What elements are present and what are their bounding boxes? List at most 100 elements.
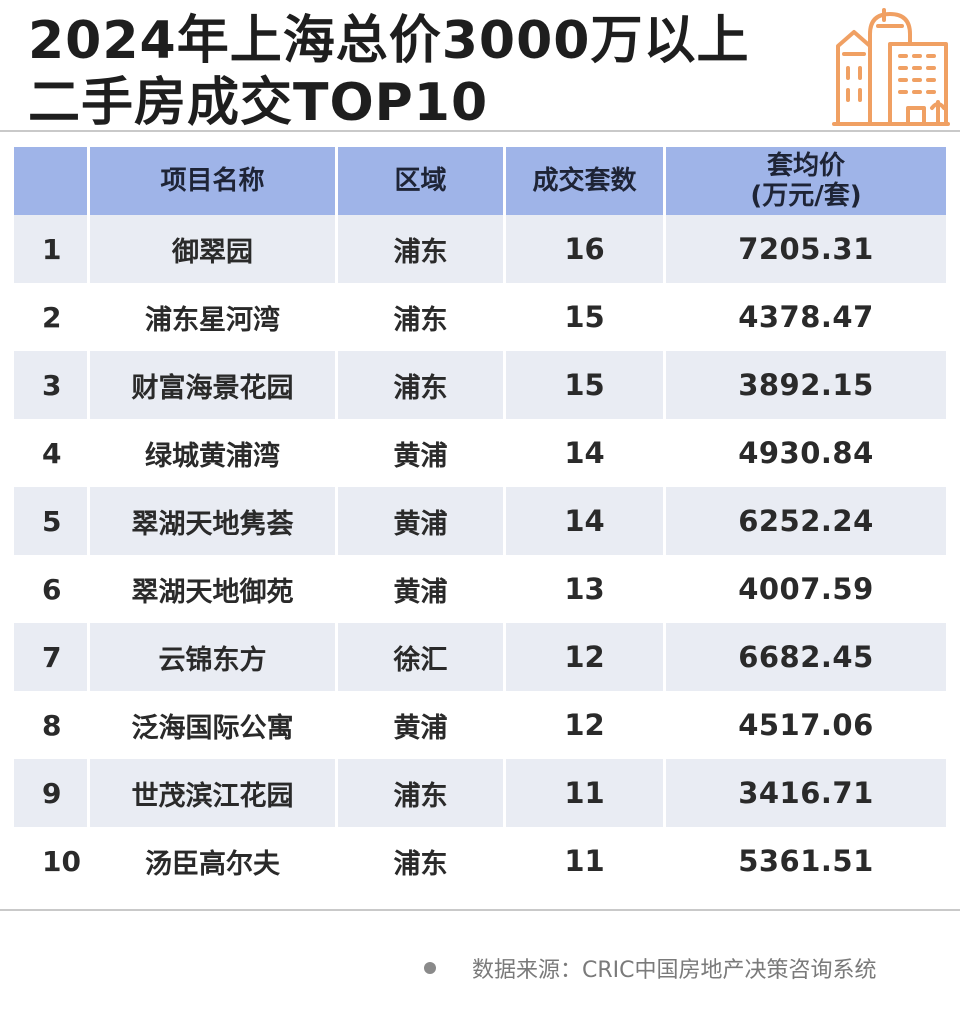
cell-project-name: 财富海景花园 [90,351,338,419]
deal-count-value: 12 [564,640,605,674]
cell-avg-price: 3892.15 [666,351,946,419]
cell-deal-count: 12 [506,623,666,691]
cell-district: 黄浦 [338,691,506,759]
district-value: 浦东 [393,304,448,336]
cell-deal-count: 13 [506,555,666,623]
data-source-text: 数据来源：CRIC中国房地产决策咨询系统 [472,958,877,983]
deal-count-value: 11 [564,776,605,810]
cell-avg-price: 4930.84 [666,419,946,487]
cell-district: 浦东 [338,283,506,351]
cell-project-name: 绿城黄浦湾 [90,419,338,487]
cell-deal-count: 14 [506,419,666,487]
ranking-table: 项目名称 区域 成交套数 套均价 (万元/套) 1 御翠园 浦东 16 7205.31 2… [14,147,946,895]
rank-value: 6 [42,572,62,606]
avg-price-value: 4378.47 [738,300,874,334]
cell-project-name: 翠湖天地隽荟 [90,487,338,555]
cell-project-name: 御翠园 [90,215,338,283]
cell-avg-price: 7205.31 [666,215,946,283]
table-row: 9 世茂滨江花园 浦东 11 3416.71 [14,759,946,827]
cell-rank: 3 [14,351,90,419]
deal-count-value: 14 [564,504,605,538]
table-header: 项目名称 区域 成交套数 套均价 (万元/套) [14,147,946,215]
header-deal-count: 成交套数 [506,147,666,215]
rank-value: 7 [42,640,62,674]
project-name-value: 财富海景花园 [131,372,294,404]
table-row: 6 翠湖天地御苑 黄浦 13 4007.59 [14,555,946,623]
avg-price-value: 3892.15 [738,368,874,402]
cell-rank: 2 [14,283,90,351]
deal-count-value: 16 [564,232,605,266]
cell-district: 浦东 [338,759,506,827]
cell-deal-count: 12 [506,691,666,759]
cell-avg-price: 5361.51 [666,827,946,895]
deal-count-value: 15 [564,368,605,402]
cell-project-name: 泛海国际公寓 [90,691,338,759]
bullet-dot-icon [424,962,436,974]
project-name-value: 泛海国际公寓 [131,712,294,744]
table-row: 4 绿城黄浦湾 黄浦 14 4930.84 [14,419,946,487]
data-source-note: 数据来源：CRIC中国房地产决策咨询系统 [424,952,877,984]
avg-price-value: 3416.71 [738,776,874,810]
district-value: 浦东 [393,848,448,880]
header-rank [14,147,90,215]
deal-count-value: 14 [564,436,605,470]
table-row: 1 御翠园 浦东 16 7205.31 [14,215,946,283]
avg-price-value: 5361.51 [738,844,874,878]
district-value: 浦东 [393,236,448,268]
deal-count-value: 13 [564,572,605,606]
rank-value: 1 [42,232,62,266]
cell-rank: 9 [14,759,90,827]
cell-rank: 5 [14,487,90,555]
table-row: 10 汤臣高尔夫 浦东 11 5361.51 [14,827,946,895]
cell-district: 浦东 [338,351,506,419]
avg-price-value: 7205.31 [738,232,874,266]
avg-price-value: 6252.24 [738,504,874,538]
cell-district: 黄浦 [338,555,506,623]
rank-value: 4 [42,436,62,470]
rank-value: 5 [42,504,62,538]
cell-avg-price: 6682.45 [666,623,946,691]
building-icon [832,8,950,126]
table-row: 5 翠湖天地隽荟 黄浦 14 6252.24 [14,487,946,555]
project-name-value: 云锦东方 [158,644,267,676]
cell-project-name: 浦东星河湾 [90,283,338,351]
cell-district: 浦东 [338,215,506,283]
project-name-value: 汤臣高尔夫 [145,848,280,880]
project-name-value: 绿城黄浦湾 [145,440,280,472]
bottom-divider [0,909,960,911]
cell-deal-count: 15 [506,283,666,351]
cell-district: 黄浦 [338,419,506,487]
cell-rank: 10 [14,827,90,895]
district-value: 浦东 [393,372,448,404]
deal-count-value: 12 [564,708,605,742]
district-value: 黄浦 [393,576,448,608]
cell-district: 黄浦 [338,487,506,555]
cell-deal-count: 11 [506,759,666,827]
header-district: 区域 [338,147,506,215]
cell-avg-price: 4378.47 [666,283,946,351]
cell-avg-price: 3416.71 [666,759,946,827]
district-value: 黄浦 [393,712,448,744]
avg-price-value: 4517.06 [738,708,874,742]
table-row: 2 浦东星河湾 浦东 15 4378.47 [14,283,946,351]
project-name-value: 翠湖天地隽荟 [131,508,294,540]
district-value: 黄浦 [393,508,448,540]
cell-avg-price: 4517.06 [666,691,946,759]
district-value: 黄浦 [393,440,448,472]
header-project-name: 项目名称 [90,147,338,215]
page-title: 2024年上海总价3000万以上 二手房成交TOP10 [28,10,749,134]
cell-deal-count: 16 [506,215,666,283]
table-row: 8 泛海国际公寓 黄浦 12 4517.06 [14,691,946,759]
cell-deal-count: 14 [506,487,666,555]
project-name-value: 御翠园 [172,236,253,268]
cell-avg-price: 4007.59 [666,555,946,623]
cell-rank: 1 [14,215,90,283]
table-row: 7 云锦东方 徐汇 12 6682.45 [14,623,946,691]
rank-value: 2 [42,300,62,334]
project-name-value: 世茂滨江花园 [131,780,294,812]
deal-count-value: 11 [564,844,605,878]
cell-district: 徐汇 [338,623,506,691]
avg-price-value: 4930.84 [738,436,874,470]
title-line-1: 2024年上海总价3000万以上 [28,11,750,71]
rank-value: 10 [42,844,81,878]
